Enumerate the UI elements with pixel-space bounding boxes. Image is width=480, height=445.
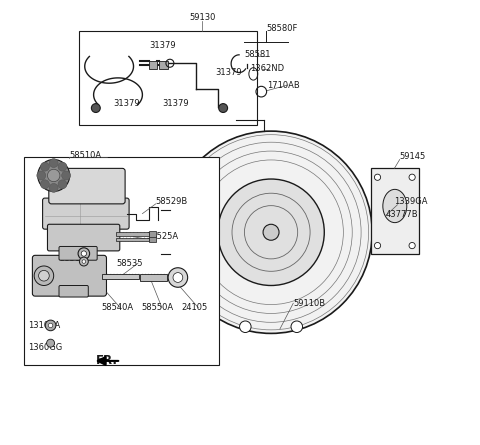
Bar (149, 231, 156, 237)
FancyBboxPatch shape (43, 198, 129, 229)
Text: 58581: 58581 (244, 50, 271, 59)
Ellipse shape (383, 190, 407, 222)
Circle shape (219, 104, 228, 113)
Circle shape (263, 224, 279, 240)
Circle shape (40, 162, 49, 171)
Circle shape (91, 104, 100, 113)
Bar (116, 238, 149, 241)
Text: 58535: 58535 (117, 259, 143, 268)
Bar (116, 232, 149, 236)
Text: 58529B: 58529B (156, 197, 188, 206)
Circle shape (170, 131, 372, 333)
Text: 1360GG: 1360GG (28, 343, 62, 352)
Text: 58550A: 58550A (142, 303, 174, 312)
Text: 1339GA: 1339GA (395, 197, 428, 206)
Text: 1710AB: 1710AB (266, 81, 300, 90)
Text: 43777B: 43777B (385, 210, 418, 219)
Text: 31379: 31379 (216, 68, 242, 77)
Circle shape (81, 251, 86, 256)
Circle shape (34, 266, 54, 286)
Circle shape (79, 257, 88, 266)
Text: 58510A: 58510A (69, 150, 101, 160)
Text: 58531A: 58531A (87, 177, 119, 186)
Text: 58540A: 58540A (102, 303, 134, 312)
Circle shape (374, 174, 381, 180)
FancyBboxPatch shape (49, 168, 125, 204)
FancyBboxPatch shape (59, 286, 88, 297)
Bar (149, 61, 157, 69)
Circle shape (409, 174, 415, 180)
Circle shape (48, 323, 53, 328)
Bar (159, 61, 168, 69)
Bar (24, 157, 219, 365)
Circle shape (47, 339, 55, 347)
Circle shape (48, 169, 60, 182)
Circle shape (168, 268, 188, 287)
Circle shape (173, 273, 183, 283)
Circle shape (49, 158, 58, 167)
Circle shape (38, 159, 70, 191)
Circle shape (49, 183, 58, 192)
Text: 24105: 24105 (181, 303, 208, 312)
FancyBboxPatch shape (32, 255, 107, 296)
FancyBboxPatch shape (48, 224, 120, 251)
Text: 1362ND: 1362ND (250, 64, 284, 73)
Text: 31379: 31379 (114, 99, 140, 108)
Bar (102, 274, 139, 279)
Circle shape (61, 171, 71, 180)
FancyBboxPatch shape (59, 247, 97, 260)
Text: 31379: 31379 (149, 41, 176, 50)
Bar (149, 236, 156, 243)
Circle shape (58, 180, 67, 189)
Circle shape (240, 321, 251, 332)
Text: 59110B: 59110B (293, 299, 325, 308)
Text: 58525A: 58525A (147, 232, 179, 241)
Circle shape (38, 271, 49, 281)
Circle shape (291, 321, 302, 332)
Circle shape (37, 171, 46, 180)
Bar (371, 168, 419, 255)
Circle shape (40, 180, 49, 189)
Circle shape (78, 248, 90, 259)
Text: 58513: 58513 (59, 255, 85, 263)
Text: 59145: 59145 (400, 152, 426, 162)
Circle shape (45, 320, 56, 331)
Circle shape (409, 243, 415, 249)
Text: 31379: 31379 (162, 99, 189, 108)
Text: 1310SA: 1310SA (28, 321, 60, 330)
Circle shape (218, 179, 324, 286)
Circle shape (82, 260, 85, 263)
Text: 59130: 59130 (189, 13, 216, 22)
Text: FR.: FR. (96, 354, 118, 368)
Circle shape (58, 162, 67, 171)
Bar (79, 31, 257, 125)
Bar (140, 274, 167, 281)
Circle shape (374, 243, 381, 249)
Text: 58580F: 58580F (266, 24, 298, 32)
